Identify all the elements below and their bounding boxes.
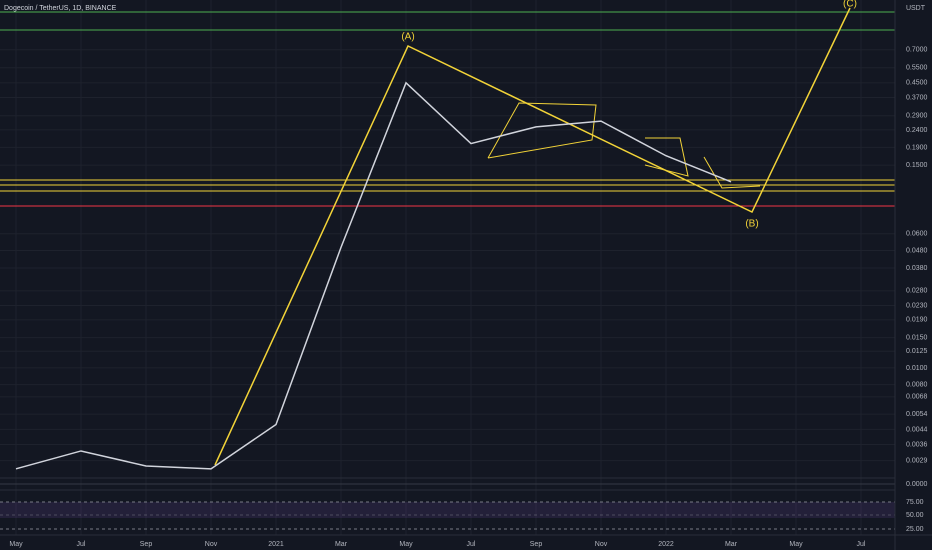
y-tick-label: 0.2400 [906,127,928,134]
annotation: (C) [843,0,857,10]
rsi-tick-label: 75.00 [906,499,924,506]
y-tick-label: 0.0029 [906,457,928,464]
y-tick-label: 0.4500 [906,80,928,87]
y-tick-label: 0.7000 [906,47,928,54]
y-tick-label: 0.0230 [906,302,928,309]
y-tick-label: 0.5500 [906,65,928,72]
y-tick-label: 0.0100 [906,365,928,372]
x-tick-label: Mar [335,541,348,548]
x-tick-label: May [399,541,413,548]
x-tick-label: Nov [205,541,218,548]
pattern [703,156,761,189]
y-tick-label: 0.0600 [906,231,928,238]
y-tick-label: 0.0125 [906,348,928,355]
x-tick-label: May [789,541,803,548]
y-tick-label: 0.2900 [906,113,928,120]
currency: USDT [906,5,926,12]
x-tick-label: Jul [77,541,86,548]
rsi-band [0,502,895,518]
grid [0,0,895,535]
pattern [644,137,689,177]
rsi-tick-label: 25.00 [906,526,924,533]
y-tick-label: 0.0480 [906,247,928,254]
x-tick-label: Sep [530,541,543,548]
x-tick-label: 2022 [658,541,674,548]
macd-axis-label: 0.0000 [906,481,928,488]
wave-line [214,7,851,466]
x-tick-label: May [9,541,23,548]
rsi-tick-label: 50.00 [906,512,924,519]
x-tick-label: Mar [725,541,738,548]
y-tick-label: 0.0054 [906,411,928,418]
annotation: (A) [401,32,414,43]
pattern [487,102,597,159]
annotation: (B) [745,219,758,230]
y-tick-label: 0.0280 [906,288,928,295]
y-tick-label: 0.0080 [906,381,928,388]
x-tick-label: Jul [467,541,476,548]
price-line [15,81,732,470]
x-tick-label: Sep [140,541,153,548]
y-tick-label: 0.0380 [906,265,928,272]
x-tick-label: Nov [595,541,608,548]
y-tick-label: 0.0190 [906,317,928,324]
y-tick-label: 0.3700 [906,94,928,101]
x-tick-label: 2021 [268,541,284,548]
x-tick-label: Jul [857,541,866,548]
y-tick-label: 0.0150 [906,334,928,341]
y-tick-label: 0.0044 [906,426,928,433]
y-tick-label: 0.1500 [906,162,928,169]
y-tick-label: 0.0036 [906,441,928,448]
chart-title: Dogecoin / TetherUS, 1D, BINANCE [4,5,117,12]
y-tick-label: 0.0068 [906,394,928,401]
y-tick-label: 0.1900 [906,144,928,151]
